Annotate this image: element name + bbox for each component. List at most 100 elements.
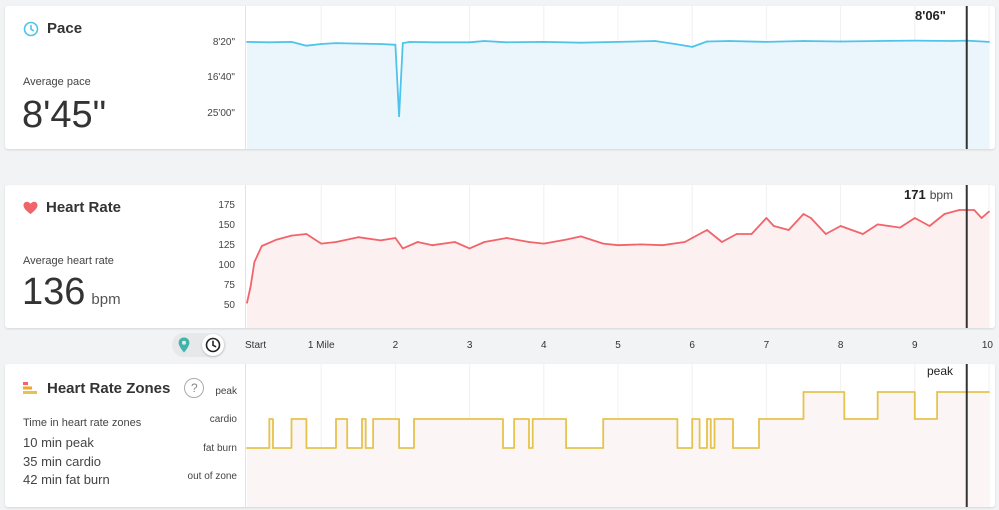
pace-point [876, 40, 879, 42]
zones-point [988, 391, 990, 393]
heart-rate-point [617, 244, 619, 247]
zone-summary-fat-burn: 42 min fat burn [23, 472, 110, 487]
pace-point [246, 40, 248, 43]
pace-point [357, 42, 360, 45]
heart-rate-point [580, 235, 582, 238]
heart-rate-point [735, 233, 738, 235]
heart-rate-point [453, 241, 456, 243]
pace-chart[interactable] [245, 6, 995, 149]
zones-point [936, 391, 938, 393]
average-heart-rate-label: Average heart rate [23, 255, 114, 267]
zones-point [913, 418, 916, 420]
pace-point [951, 40, 953, 42]
pace-point [268, 41, 271, 44]
average-heart-rate: 136 bpm [22, 271, 121, 314]
pace-point [765, 40, 768, 43]
zones-point [713, 418, 716, 420]
pace-point [320, 43, 323, 45]
time-in-zones-label: Time in heart rate zones [23, 417, 142, 429]
heart-rate-point [246, 301, 248, 304]
distance-mode-button[interactable] [173, 334, 195, 356]
pace-point [468, 41, 471, 44]
pace-point [728, 40, 731, 42]
pace-point [913, 39, 916, 42]
heart-rate-point [824, 233, 827, 235]
pace-point [505, 41, 508, 44]
pace-title-text: Pace [47, 20, 83, 37]
pace-point [617, 40, 619, 43]
heart-rate-point [468, 247, 471, 250]
distance-tick-7: 7 [763, 340, 770, 351]
heart-rate-zones-chart[interactable] [245, 364, 995, 507]
zones-bars-icon [23, 382, 37, 394]
hr-ytick-4: 75 [223, 280, 235, 291]
clock-icon [23, 21, 39, 36]
heart-rate-point [787, 229, 790, 231]
pace-point [802, 40, 805, 42]
distance-tick-8: 8 [837, 340, 844, 351]
average-pace-label: Average pace [23, 76, 91, 88]
pace-point [398, 115, 401, 118]
zones-point [413, 418, 415, 420]
heart-rate-card: Heart Rate Average heart rate 136 bpm 175… [5, 185, 995, 328]
distance-tick-4: 4 [541, 340, 547, 351]
heart-rate-point [899, 226, 901, 229]
heart-rate-point [483, 241, 486, 243]
heart-icon [23, 201, 38, 214]
pace-point [335, 42, 337, 45]
heart-rate-point [913, 217, 916, 219]
zones-point [398, 447, 401, 449]
heart-rate-point [528, 241, 530, 243]
pace-point [580, 41, 582, 44]
heart-rate-zones-title-text: Heart Rate Zones [47, 379, 171, 397]
distance-tick-3: 3 [466, 340, 473, 351]
pace-point [483, 40, 486, 42]
zones-point [361, 418, 363, 420]
zones-point [951, 391, 953, 393]
zones-point [502, 447, 504, 449]
heart-rate-point [249, 285, 252, 287]
heart-rate-point [661, 244, 664, 247]
zones-point [843, 418, 846, 420]
heart-rate-area [247, 210, 989, 328]
pace-ytick-1: 16'40" [207, 72, 235, 83]
heart-rate-point [320, 242, 323, 245]
zones-marker-value: peak [927, 364, 954, 378]
pace-point [654, 40, 656, 42]
zone-level-peak: peak [215, 386, 237, 397]
help-icon[interactable]: ? [184, 378, 205, 398]
heart-rate-point [290, 234, 293, 237]
heart-rate-title-text: Heart Rate [46, 199, 122, 216]
heart-rate-point [988, 210, 990, 213]
heart-rate-point [275, 238, 278, 241]
hr-ytick-1: 150 [218, 220, 235, 231]
heart-rate-point [253, 261, 256, 263]
zones-point [253, 447, 256, 449]
average-heart-rate-unit: bpm [91, 291, 121, 308]
heart-rate-point [772, 225, 775, 227]
zones-point [732, 447, 734, 449]
axis-mode-toggle[interactable] [172, 333, 226, 357]
pace-point [676, 43, 679, 46]
time-mode-button[interactable] [202, 334, 224, 356]
heart-rate-point [810, 217, 812, 219]
pace-point [988, 40, 990, 43]
heart-rate-zones-card: Heart Rate Zones ? Time in heart rate zo… [5, 364, 995, 507]
heart-rate-chart[interactable] [245, 185, 995, 328]
heart-rate-point [928, 225, 931, 227]
zones-point [709, 447, 712, 449]
heart-rate-point [416, 241, 419, 243]
zones-point [346, 447, 349, 449]
distance-tick-9: 9 [912, 340, 918, 351]
average-heart-rate-value: 136 [22, 271, 86, 313]
pace-point [409, 40, 412, 43]
heart-rate-point [394, 237, 397, 239]
distance-tick-1: 1 Mile [307, 340, 335, 351]
zones-point [602, 418, 605, 420]
pace-point [394, 43, 397, 46]
heart-rate-point [401, 247, 404, 250]
zone-summary-cardio: 35 min cardio [23, 454, 102, 469]
zone-level-cardio: cardio [209, 414, 237, 425]
heart-rate-point [765, 217, 768, 219]
heart-rate-point [750, 233, 753, 235]
